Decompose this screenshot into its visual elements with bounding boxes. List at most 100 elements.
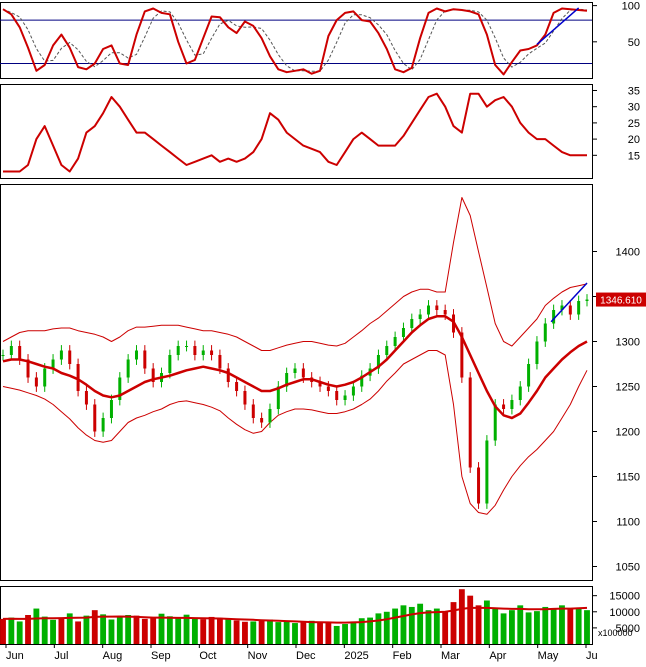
volume-bar xyxy=(408,606,415,644)
stochastic-line xyxy=(2,7,588,76)
volume-bar xyxy=(483,600,490,644)
x-axis-tick-label: Aug xyxy=(103,650,123,662)
volume-bar xyxy=(267,619,273,644)
volume-bar xyxy=(33,608,40,644)
volume-bar xyxy=(567,609,574,644)
x-axis-tick-label: May xyxy=(538,650,559,662)
volume-bar xyxy=(66,613,73,644)
price-candle-body xyxy=(201,350,205,355)
volume-bar xyxy=(216,617,223,644)
volume-bar xyxy=(258,620,265,644)
price-candle-body xyxy=(118,377,122,400)
volume-bar xyxy=(550,608,557,644)
volume-bar xyxy=(158,613,165,644)
price-candle-body xyxy=(502,404,506,409)
price-axis-tick-label: 1050 xyxy=(616,562,640,574)
volume-bar xyxy=(200,619,207,644)
volume-bar xyxy=(450,602,457,644)
volume-bar xyxy=(191,617,198,644)
volume-bar xyxy=(317,621,323,644)
volume-bar xyxy=(300,622,307,644)
adx-axis-tick-label: 35 xyxy=(628,85,640,97)
x-axis-tick-label: 2025 xyxy=(344,650,368,662)
volume-bar xyxy=(275,622,282,644)
last-price-tag xyxy=(596,292,646,307)
panel-frame xyxy=(0,184,593,581)
price-candle-body xyxy=(543,323,547,342)
price-candle-body xyxy=(9,346,13,355)
price-candle-body xyxy=(176,346,180,355)
price-candle-body xyxy=(435,305,439,310)
price-candle-body xyxy=(285,373,289,387)
volume-bar xyxy=(116,617,123,644)
price-candle-body xyxy=(93,404,97,432)
volume-bar xyxy=(575,607,582,644)
adx-axis-tick-label: 15 xyxy=(628,150,640,162)
volume-bar xyxy=(417,603,424,644)
volume-bar xyxy=(292,623,298,644)
stochastic-axis-tick-label: 100 xyxy=(622,1,640,13)
volume-bar xyxy=(183,614,190,644)
volume-bar xyxy=(325,622,332,644)
volume-bar xyxy=(133,615,140,644)
volume-bar xyxy=(175,618,182,644)
price-candle-body xyxy=(301,368,305,378)
volume-bar xyxy=(8,617,15,644)
x-axis-tick-label: Feb xyxy=(393,650,412,662)
price-candle-body xyxy=(101,418,105,432)
volume-bar xyxy=(425,610,432,644)
volume-bar xyxy=(41,616,48,644)
volume-bar xyxy=(100,614,107,644)
price-candle-body xyxy=(226,368,230,382)
price-candle-body xyxy=(460,332,464,378)
price-trendline xyxy=(550,282,588,323)
x-axis-tick-label: Jun xyxy=(6,650,24,662)
x-axis-tick-label: Ju xyxy=(586,650,598,662)
price-candle-body xyxy=(343,395,347,400)
price-axis-tick-label: 1250 xyxy=(616,382,640,394)
price-candle-body xyxy=(151,368,155,382)
volume-unit-label: x100000 xyxy=(598,628,633,638)
price-candle-body xyxy=(193,346,197,355)
price-candle-body xyxy=(385,346,389,355)
price-candle-body xyxy=(468,377,472,468)
volume-bar xyxy=(467,595,474,644)
volume-bar xyxy=(91,610,98,644)
price-candle-body xyxy=(126,359,130,378)
volume-bar xyxy=(358,618,365,644)
price-candle-body xyxy=(527,364,531,387)
stochastic-signal-line xyxy=(2,8,588,72)
volume-bar xyxy=(392,608,399,644)
price-candle-body xyxy=(426,305,430,315)
volume-bar xyxy=(283,621,290,644)
volume-bar xyxy=(584,610,590,644)
price-candle-body xyxy=(26,359,30,378)
price-axis-tick-label: 1300 xyxy=(616,337,640,349)
volume-moving-average-line xyxy=(2,606,588,624)
price-candle-body xyxy=(18,346,22,360)
volume-bar xyxy=(475,605,482,644)
price-candle-body xyxy=(585,299,589,301)
price-candle-body xyxy=(477,467,481,504)
price-candle-body xyxy=(577,301,581,315)
price-candle-body xyxy=(218,355,222,369)
price-candle-body xyxy=(418,314,422,319)
price-candle-body xyxy=(318,382,322,387)
price-candle-body xyxy=(68,350,72,364)
price-axis-tick-label: 1400 xyxy=(616,247,640,259)
volume-bar xyxy=(350,621,357,644)
price-axis-tick-label: 1200 xyxy=(616,427,640,439)
volume-bar xyxy=(433,608,440,644)
volume-bar xyxy=(75,621,82,644)
price-candle-body xyxy=(443,310,447,315)
volume-axis-tick-label: 15000 xyxy=(609,591,640,603)
price-candle-body xyxy=(335,391,339,400)
volume-bar xyxy=(150,617,157,644)
price-candle-body xyxy=(568,305,572,315)
panel-frame xyxy=(0,2,593,79)
price-candle-body xyxy=(210,350,214,355)
adx-axis-tick-label: 25 xyxy=(628,118,640,130)
price-candle-body xyxy=(360,375,364,387)
